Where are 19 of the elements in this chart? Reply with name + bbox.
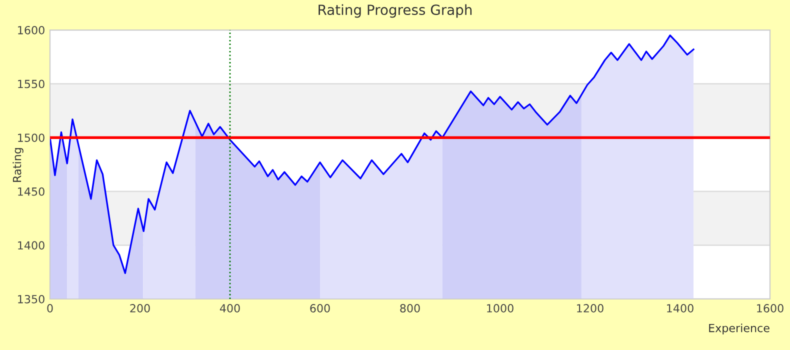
- y-tick-label: 1450: [18, 187, 44, 196]
- y-axis-title: Rating: [12, 148, 24, 182]
- y-tick-label: 1500: [18, 134, 44, 142]
- x-tick-label: 1200: [577, 304, 604, 312]
- x-tick-label: 1400: [667, 304, 694, 312]
- line-series: [50, 34, 694, 274]
- x-tick-label: 0: [47, 304, 53, 312]
- x-axis-title: Experience: [709, 324, 770, 334]
- x-tick-label: 1600: [757, 304, 784, 312]
- y-tick-label: 1600: [18, 26, 44, 34]
- x-tick-label: 1000: [487, 304, 514, 312]
- y-tick-label: 1350: [18, 294, 44, 304]
- x-tick-label: 400: [220, 304, 240, 312]
- chart-title: Rating Progress Graph: [318, 4, 472, 18]
- x-tick-label: 800: [400, 304, 420, 312]
- y-tick-label: 1400: [18, 241, 44, 250]
- x-tick-label: 600: [310, 304, 330, 312]
- x-tick-label: 200: [130, 304, 150, 312]
- y-tick-label: 1550: [18, 80, 44, 88]
